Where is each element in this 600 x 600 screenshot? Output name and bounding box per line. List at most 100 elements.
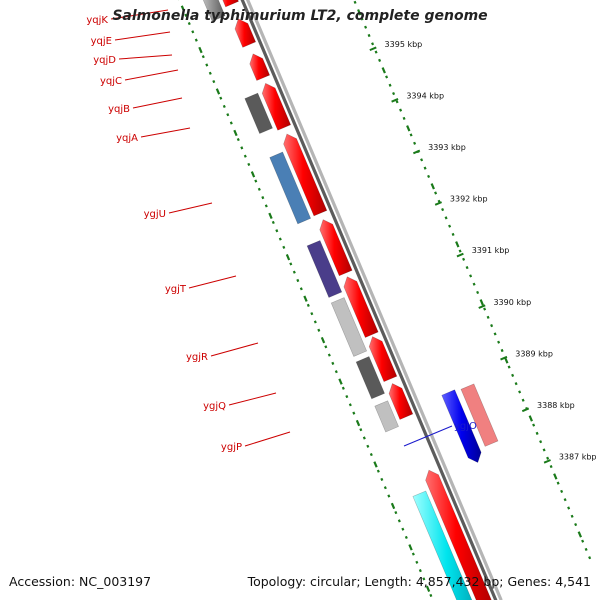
accession-label: Accession:	[9, 574, 76, 589]
gc-tick	[215, 88, 221, 95]
accession-value: NC_003197	[79, 574, 152, 589]
gc-tick	[352, 411, 356, 415]
scale-tick	[391, 98, 399, 103]
gc-tick	[441, 208, 445, 212]
gene-shape	[441, 389, 482, 463]
gene-label-ygjO: ygjO	[454, 421, 477, 432]
gc-tick	[268, 212, 273, 219]
gc-tick	[348, 403, 352, 407]
gc-tick	[570, 514, 574, 518]
scale-label: 3390 kbp	[493, 298, 531, 307]
gc-skew-track	[178, 0, 592, 598]
red-gene-8	[368, 336, 398, 383]
gc-tick	[497, 340, 501, 344]
gc-tick	[385, 75, 389, 79]
gene-label-layer: yqjK yqjE yqjD yqjC yqjB yqjA ygjU ygjT ygjR ygjQ…	[86, 9, 477, 453]
gc-tick	[430, 183, 435, 190]
gc-tick	[184, 13, 188, 17]
gc-tick	[187, 21, 191, 26]
gc-tick	[317, 328, 321, 332]
backbone-line-1	[240, 0, 498, 600]
gene-shape	[306, 240, 343, 298]
scale-tick	[412, 149, 421, 155]
label-leader	[244, 431, 291, 447]
gene-shape	[261, 82, 292, 131]
length-value: 4,857,432 bp;	[415, 574, 504, 589]
gc-tick	[518, 390, 522, 394]
gene-shape	[412, 490, 473, 600]
gc-tick	[451, 232, 455, 237]
gc-tick	[563, 498, 567, 502]
gc-tick	[296, 278, 300, 283]
red-gene-9	[388, 383, 414, 420]
gene-shape	[244, 92, 273, 134]
gc-tick	[299, 287, 303, 291]
label-leader	[124, 69, 179, 81]
gene-shape	[368, 336, 398, 383]
gc-tick	[366, 444, 370, 448]
label-leader	[168, 202, 213, 214]
gc-tick	[567, 506, 571, 510]
gc-tick	[483, 307, 487, 311]
label-leader	[110, 9, 169, 20]
gc-tick	[422, 577, 426, 581]
genes-value: 4,541	[555, 574, 591, 589]
gc-tick	[539, 440, 543, 444]
gene-label-ygjP: ygjP	[221, 442, 242, 453]
gc-tick	[371, 42, 375, 46]
red-gene-10	[425, 469, 492, 600]
gc-tick	[219, 96, 223, 100]
gc-tick	[581, 539, 585, 543]
gc-tick	[542, 448, 546, 452]
label-leader	[132, 97, 183, 109]
gc-tick	[390, 502, 396, 510]
gc-tick	[493, 332, 497, 336]
label-leader	[210, 342, 259, 357]
gc-tick	[380, 477, 384, 482]
gc-tick	[278, 237, 282, 241]
gc-tick	[198, 46, 203, 54]
red-gene-5	[283, 133, 328, 217]
gene-shape	[425, 469, 492, 600]
gc-tick	[327, 353, 331, 357]
gc-tick	[528, 415, 533, 422]
gc-tick	[406, 125, 411, 132]
cog-box-5	[330, 297, 368, 357]
gc-tick	[486, 315, 490, 319]
gc-tick	[434, 191, 438, 195]
accession-info: Accession: NC_003197	[9, 574, 151, 589]
gene-label-yqjE: yqjE	[91, 36, 112, 47]
gene-label-ygjU: ygjU	[144, 209, 166, 220]
gc-tick	[357, 9, 362, 16]
gc-tick	[455, 241, 460, 248]
gc-tick	[353, 0, 357, 4]
gc-tick	[387, 494, 391, 498]
gc-tick	[479, 299, 484, 306]
scale-tick	[369, 46, 377, 52]
red-gene-2	[234, 18, 257, 48]
gc-tick	[310, 312, 314, 316]
gc-tick	[392, 91, 396, 96]
gc-tick	[236, 138, 240, 142]
gc-tick	[180, 5, 186, 12]
gc-tick	[429, 593, 433, 598]
scale-tick	[521, 407, 530, 413]
gc-tick	[374, 50, 378, 54]
gc-tick	[212, 79, 216, 84]
scale-label: 3387 kbp	[559, 453, 597, 462]
gc-tick	[233, 129, 238, 137]
topology-label: Topology:	[247, 574, 307, 589]
gc-tick	[549, 464, 553, 469]
gc-tick	[556, 481, 560, 485]
gc-tick	[476, 290, 480, 295]
genes-label: Genes:	[507, 574, 552, 589]
length-label: Length:	[364, 574, 412, 589]
gc-tick	[334, 370, 338, 374]
gene-shape	[374, 400, 399, 433]
gc-tick	[191, 30, 195, 34]
gene-shape	[330, 297, 368, 357]
gc-tick	[409, 133, 413, 137]
gc-tick	[490, 324, 494, 328]
gc-tick	[250, 171, 256, 178]
genome-stats: Topology: circular; Length: 4,857,432 bp…	[248, 574, 591, 589]
